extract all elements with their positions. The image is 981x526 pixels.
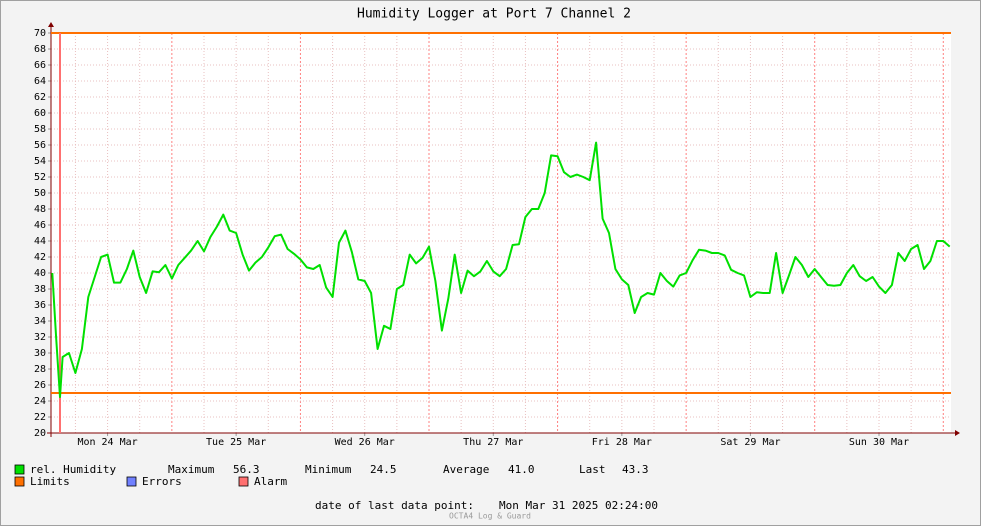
y-tick-label: 50 bbox=[34, 188, 46, 199]
stat-label: Minimum bbox=[305, 463, 352, 476]
legend-swatch bbox=[126, 476, 137, 487]
legend-swatch bbox=[14, 464, 25, 475]
stat-value: 41.0 bbox=[508, 463, 535, 476]
legend-label: Errors bbox=[142, 475, 182, 488]
x-axis-arrow bbox=[955, 430, 960, 436]
legend-label: Alarm bbox=[254, 475, 287, 488]
y-tick-label: 66 bbox=[34, 60, 46, 71]
y-tick-label: 38 bbox=[34, 284, 46, 295]
legend-swatch bbox=[14, 476, 25, 487]
y-tick-label: 26 bbox=[34, 380, 46, 391]
y-tick-label: 28 bbox=[34, 364, 46, 375]
x-tick-label: Wed 26 Mar bbox=[335, 437, 395, 448]
y-tick-label: 48 bbox=[34, 204, 46, 215]
stat-label: Average bbox=[443, 463, 489, 476]
y-tick-label: 62 bbox=[34, 92, 46, 103]
y-tick-label: 22 bbox=[34, 412, 46, 423]
y-tick-label: 68 bbox=[34, 44, 46, 55]
legend-label: Limits bbox=[30, 475, 70, 488]
x-tick-label: Sun 30 Mar bbox=[849, 437, 909, 448]
watermark: OCTA4 Log & Guard bbox=[449, 512, 531, 521]
y-tick-label: 60 bbox=[34, 108, 46, 119]
y-tick-label: 46 bbox=[34, 220, 46, 231]
y-tick-label: 42 bbox=[34, 252, 46, 263]
x-tick-label: Thu 27 Mar bbox=[463, 437, 523, 448]
y-tick-label: 32 bbox=[34, 332, 46, 343]
x-tick-label: Mon 24 Mar bbox=[77, 437, 137, 448]
y-tick-label: 44 bbox=[34, 236, 46, 247]
x-tick-label: Tue 25 Mar bbox=[206, 437, 266, 448]
legend-label: rel. Humidity bbox=[30, 463, 116, 476]
y-tick-label: 40 bbox=[34, 268, 46, 279]
y-tick-label: 36 bbox=[34, 300, 46, 311]
y-tick-label: 64 bbox=[34, 76, 46, 87]
footer-value: Mon Mar 31 2025 02:24:00 bbox=[499, 499, 658, 512]
data-line bbox=[51, 141, 951, 398]
y-tick-label: 20 bbox=[34, 428, 46, 439]
stat-label: Maximum bbox=[168, 463, 215, 476]
y-tick-label: 30 bbox=[34, 348, 46, 359]
x-tick-label: Sat 29 Mar bbox=[720, 437, 780, 448]
y-tick-label: 24 bbox=[34, 396, 46, 407]
footer-label: date of last data point: bbox=[315, 499, 474, 512]
stat-value: 56.3 bbox=[233, 463, 260, 476]
y-tick-label: 54 bbox=[34, 156, 46, 167]
plot-area bbox=[51, 33, 951, 433]
y-tick-label: 56 bbox=[34, 140, 46, 151]
chart-title: Humidity Logger at Port 7 Channel 2 bbox=[357, 7, 631, 22]
y-tick-label: 58 bbox=[34, 124, 46, 135]
x-tick-label: Fri 28 Mar bbox=[592, 437, 652, 448]
stat-value: 43.3 bbox=[622, 463, 649, 476]
stat-value: 24.5 bbox=[370, 463, 397, 476]
y-tick-label: 34 bbox=[34, 316, 46, 327]
y-tick-label: 52 bbox=[34, 172, 46, 183]
legend-swatch bbox=[238, 476, 249, 487]
y-tick-label: 70 bbox=[34, 28, 46, 39]
y-axis-arrow bbox=[48, 22, 54, 27]
stat-label: Last bbox=[579, 463, 606, 476]
